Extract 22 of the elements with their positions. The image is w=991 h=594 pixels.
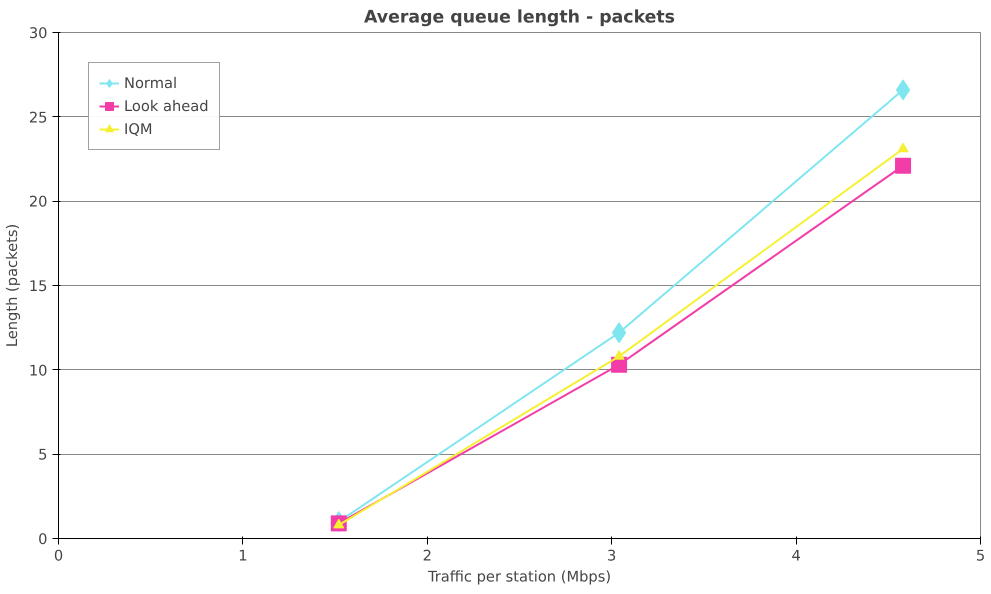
x-tick-label: 3	[607, 548, 616, 564]
legend-label: IQM	[124, 120, 153, 138]
y-tick-label: 20	[28, 194, 48, 211]
x-tick-label: 5	[976, 548, 986, 564]
y-tick-label: 30	[28, 25, 48, 42]
x-tick-label: 4	[791, 548, 801, 564]
x-tick-label: 2	[422, 548, 432, 564]
y-tick-label: 15	[28, 278, 48, 295]
x-tick-label: 0	[54, 548, 64, 564]
y-tick-label: 5	[38, 446, 48, 464]
y-tick-label: 25	[28, 109, 48, 126]
x-axis-title: Traffic per station (Mbps)	[426, 568, 612, 586]
y-tick-label: 0	[38, 531, 48, 548]
point	[895, 158, 912, 174]
chart-title: Average queue length - packets	[364, 8, 675, 28]
point	[898, 142, 909, 152]
point	[614, 350, 625, 360]
x-tick-label: 1	[238, 548, 248, 564]
legend-label: Look ahead	[124, 98, 209, 114]
legend-label: Normal	[124, 74, 178, 92]
y-axis-title: Length (packets)	[4, 224, 21, 348]
y-tick-label: 10	[28, 362, 48, 380]
